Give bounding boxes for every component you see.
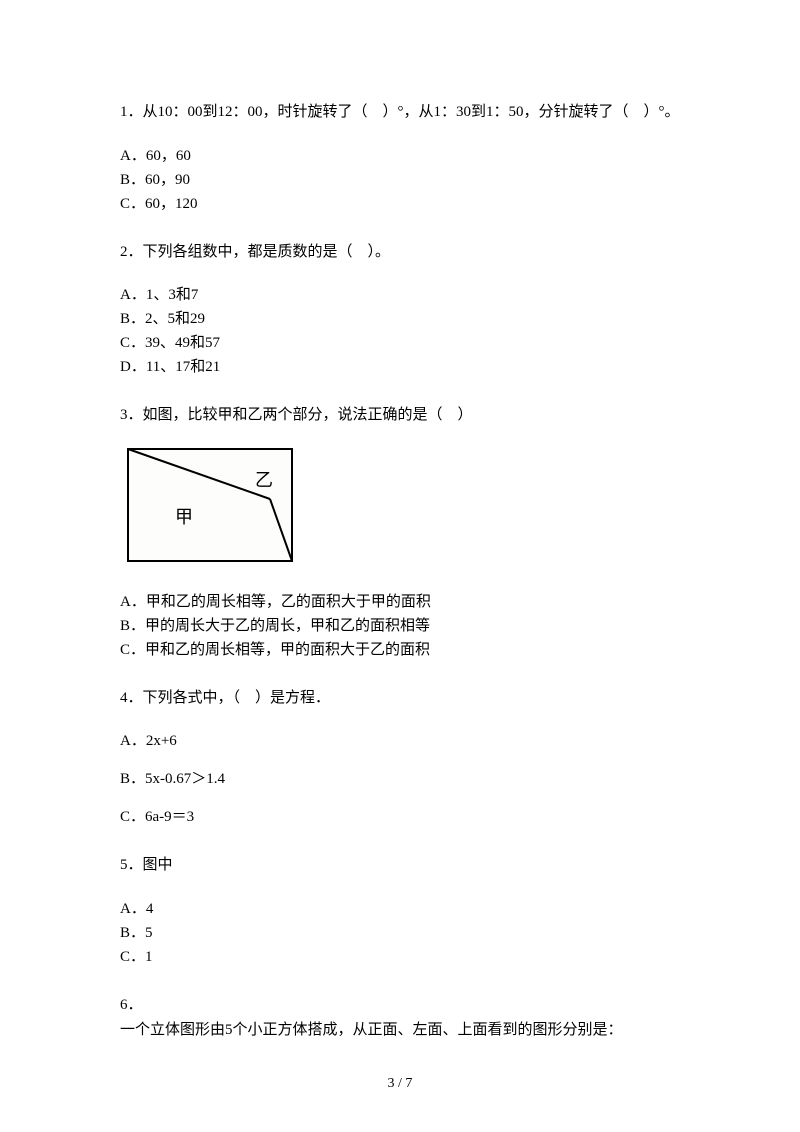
option-1c: C．60，120 <box>120 192 680 216</box>
option-5c: C．1 <box>120 945 680 969</box>
question-3: 3．如图，比较甲和乙两个部分，说法正确的是（ ） 乙甲 A．甲和乙的周长相等，乙… <box>120 403 680 662</box>
option-1b: B．60，90 <box>120 168 680 192</box>
question-6-text-line1: 6． <box>120 993 680 1019</box>
question-2: 2．下列各组数中，都是质数的是（ ）。 A．1、3和7 B．2、5和29 C．3… <box>120 240 680 380</box>
option-4c: C．6a-9＝3 <box>120 805 680 829</box>
option-2d: D．11、17和21 <box>120 355 680 379</box>
question-4-text: 4．下列各式中，（ ）是方程． <box>120 686 680 712</box>
option-3a: A．甲和乙的周长相等，乙的面积大于甲的面积 <box>120 590 680 614</box>
question-6-text-line2: 一个立体图形由5个小正方体搭成，从正面、左面、上面看到的图形分别是： <box>120 1018 680 1044</box>
option-1a: A．60，60 <box>120 144 680 168</box>
rectangle-division-diagram: 乙甲 <box>120 441 300 569</box>
option-5a: A．4 <box>120 897 680 921</box>
question-6: 6． 一个立体图形由5个小正方体搭成，从正面、左面、上面看到的图形分别是： <box>120 993 680 1044</box>
option-3b: B．甲的周长大于乙的周长，甲和乙的面积相等 <box>120 614 680 638</box>
question-2-text: 2．下列各组数中，都是质数的是（ ）。 <box>120 240 680 266</box>
option-4b: B．5x-0.67＞1.4 <box>120 767 680 791</box>
question-4: 4．下列各式中，（ ）是方程． A．2x+6 B．5x-0.67＞1.4 C．6… <box>120 686 680 830</box>
question-1-options: A．60，60 B．60，90 C．60，120 <box>120 144 680 216</box>
question-4-options: A．2x+6 B．5x-0.67＞1.4 C．6a-9＝3 <box>120 729 680 829</box>
option-2b: B．2、5和29 <box>120 307 680 331</box>
option-4a: A．2x+6 <box>120 729 680 753</box>
question-5-text: 5．图中 <box>120 853 680 879</box>
option-2a: A．1、3和7 <box>120 283 680 307</box>
option-2c: C．39、49和57 <box>120 331 680 355</box>
option-5b: B．5 <box>120 921 680 945</box>
question-1: 1．从10：00到12：00，时针旋转了（ ）°，从1：30到1：50，分针旋转… <box>120 100 680 216</box>
page-number: 3 / 7 <box>0 1076 800 1092</box>
option-3c: C．甲和乙的周长相等，甲的面积大于乙的面积 <box>120 638 680 662</box>
question-3-diagram: 乙甲 <box>120 441 680 574</box>
question-3-text: 3．如图，比较甲和乙两个部分，说法正确的是（ ） <box>120 403 680 429</box>
svg-text:乙: 乙 <box>255 470 273 490</box>
question-5: 5．图中 A．4 B．5 C．1 <box>120 853 680 969</box>
question-1-text: 1．从10：00到12：00，时针旋转了（ ）°，从1：30到1：50，分针旋转… <box>120 100 680 126</box>
question-5-options: A．4 B．5 C．1 <box>120 897 680 969</box>
question-3-options: A．甲和乙的周长相等，乙的面积大于甲的面积 B．甲的周长大于乙的周长，甲和乙的面… <box>120 590 680 662</box>
question-2-options: A．1、3和7 B．2、5和29 C．39、49和57 D．11、17和21 <box>120 283 680 379</box>
svg-text:甲: 甲 <box>175 507 193 527</box>
